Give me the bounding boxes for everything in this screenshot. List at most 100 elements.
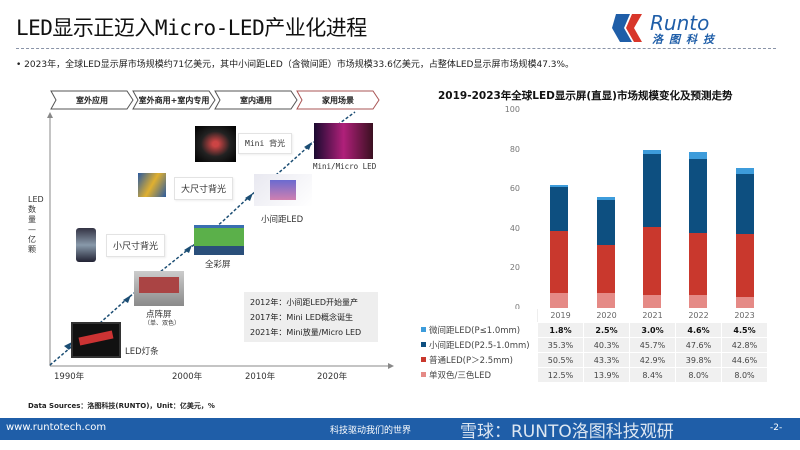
legend-entry: 微间距LED(P≤1.0mm) (420, 322, 538, 338)
table-row: 小间距LED(P2.5-1.0mm) 35.3% 40.3% 45.7% 47.6% 42… (420, 337, 768, 353)
phone-image (76, 228, 96, 262)
summary-text: 2023年，全球LED显示屏市场规模约71亿美元，其中小间距LED（含微间距）市… (24, 60, 575, 70)
large-backlight-image (138, 173, 166, 197)
data-label: 8.0% (675, 367, 722, 383)
data-label: 42.8% (721, 337, 768, 353)
led-strip-image (71, 322, 121, 358)
bar-segment (643, 294, 661, 308)
bar-segment (550, 185, 568, 188)
bar-segment (736, 167, 754, 174)
stage-label: 室内通用 (240, 95, 272, 105)
data-label: 47.6% (675, 337, 722, 353)
bar-segment (689, 295, 707, 308)
full-color-image (194, 225, 244, 255)
mini-micro-image (314, 123, 373, 159)
bar-segment (597, 292, 615, 308)
footer-url[interactable]: www.runtotech.com (6, 422, 107, 433)
stage-outdoor: 室外应用 (50, 90, 134, 110)
bar-segment (689, 233, 707, 296)
y-tick: 20 (509, 263, 520, 273)
data-label: 13.9% (583, 367, 630, 383)
data-label: 45.7% (629, 337, 676, 353)
bar-segment (736, 234, 754, 297)
table-row: 单双色/三色LED 12.5% 13.9% 8.4% 8.0% 8.0% (420, 367, 768, 383)
data-label: 8.0% (721, 367, 768, 383)
data-label: 4.5% (721, 322, 768, 338)
x-tick-label: 2020 (583, 308, 630, 323)
bar-segment (643, 226, 661, 295)
milestone: 2012年：小间距LED开始量产 (250, 298, 359, 307)
x-tick: 2000年 (172, 372, 203, 382)
x-tick-label: 2023 (721, 308, 768, 323)
milestone: 2017年：Mini LED概念诞生 (250, 313, 353, 322)
bar-segment (550, 292, 568, 308)
data-label: 1.8% (537, 322, 584, 338)
y-tick: 80 (509, 144, 520, 154)
data-label: 40.3% (583, 337, 630, 353)
bar-segment (736, 173, 754, 235)
y-axis-label: LED数量—亿颗 (28, 195, 44, 254)
data-label: 42.9% (629, 352, 676, 368)
stage-label: 室外应用 (76, 95, 108, 105)
data-label: 12.5% (537, 367, 584, 383)
legend-swatch (421, 327, 426, 332)
data-label: 50.5% (537, 352, 584, 368)
table-row: 普通LED(P＞2.5mm) 50.5% 43.3% 42.9% 39.8% 44.6% (420, 352, 768, 368)
bar-segment (597, 244, 615, 293)
data-label: 39.8% (675, 352, 722, 368)
x-tick-label: 2019 (537, 308, 584, 323)
bar-segment (643, 149, 661, 155)
footer-bar: www.runtotech.com 科技驱动我们的世界 雪球：RUNTO洛图科技… (0, 418, 800, 442)
data-label: 44.6% (721, 352, 768, 368)
mini-backlight-image (195, 126, 236, 162)
data-label: 35.3% (537, 337, 584, 353)
dot-matrix-image (134, 271, 184, 306)
summary-bullet: • 2023年，全球LED显示屏市场规模约71亿美元，其中小间距LED（含微间距… (16, 60, 575, 70)
legend-entry: 小间距LED(P2.5-1.0mm) (420, 337, 538, 353)
fine-pitch-image (254, 174, 312, 206)
svg-text:洛图科技: 洛图科技 (652, 33, 720, 46)
stage-commercial: 室外商用+室内专用 (132, 90, 216, 110)
legend-label: 单双色/三色LED (429, 371, 492, 381)
bar-segment (597, 199, 615, 245)
legend-swatch (421, 342, 426, 347)
bar-segment (689, 151, 707, 159)
small-backlight-label: 小尺寸背光 (106, 234, 166, 257)
legend-swatch (421, 357, 426, 362)
y-tick: 0 (514, 303, 520, 312)
y-tick: 40 (509, 223, 520, 233)
bar-segment (689, 158, 707, 234)
fine-pitch-label: 小间距LED (261, 215, 304, 225)
runto-logo: Runto 洛图科技 (612, 10, 782, 46)
legend-label: 普通LED(P＞2.5mm) (429, 356, 513, 366)
page-title: LED显示正迈入Micro-LED产业化进程 (16, 16, 367, 40)
milestones-box: 2012年：小间距LED开始量产 2017年：Mini LED概念诞生 2021… (244, 292, 378, 342)
legend-label: 微间距LED(P≤1.0mm) (429, 326, 521, 336)
chart-title: 2019-2023年全球LED显示屏(直显)市场规模变化及预测走势 (438, 90, 733, 102)
chart-data-table: 2019 2020 2021 2022 2023 微间距LED(P≤1.0mm) 1.8% 2… (420, 308, 768, 383)
data-label: 3.0% (629, 322, 676, 338)
footer-slogan: 科技驱动我们的世界 (330, 426, 412, 436)
watermark: 雪球：RUNTO洛图科技观研 (460, 422, 674, 442)
data-label: 8.4% (629, 367, 676, 383)
svg-text:Runto: Runto (650, 11, 709, 35)
divider (16, 48, 776, 49)
stage-label: 家用场景 (322, 95, 354, 105)
legend-entry: 单双色/三色LED (420, 367, 538, 383)
bar-segment (550, 230, 568, 293)
x-tick: 2020年 (317, 372, 348, 382)
legend-swatch (421, 372, 426, 377)
mini-backlight-label: Mini 背光 (238, 133, 293, 154)
dot-matrix-label: 点阵屏 (146, 310, 172, 320)
table-row: 微间距LED(P≤1.0mm) 1.8% 2.5% 3.0% 4.6% 4.5% (420, 322, 768, 338)
stage-indoor: 室内通用 (214, 90, 298, 110)
data-label: 2.5% (583, 322, 630, 338)
y-tick: 100 (504, 105, 520, 114)
page-number: -2- (770, 423, 783, 433)
data-label: 43.3% (583, 352, 630, 368)
led-strip-label: LED灯条 (125, 347, 159, 357)
milestone: 2021年：Mini放量/Micro LED (250, 328, 362, 337)
data-label: 4.6% (675, 322, 722, 338)
dot-matrix-sub: （单、双色） (144, 320, 181, 327)
bar-segment (597, 197, 615, 200)
